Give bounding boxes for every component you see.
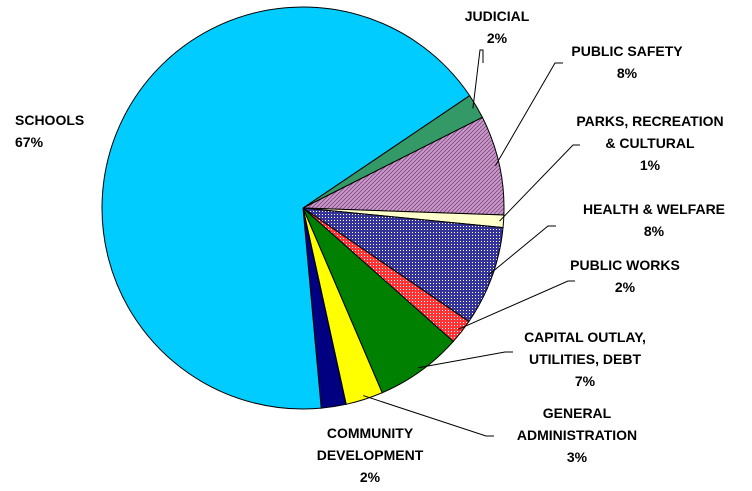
slice-label-judicial: JUDICIAL 2% xyxy=(465,8,530,46)
slice-label-parks-recreation: PARKS, RECREATION & CULTURAL 1% xyxy=(576,113,723,173)
leader-line-public-works xyxy=(458,280,575,330)
slice-label-public-works: PUBLIC WORKS 2% xyxy=(570,257,680,295)
leader-line-judicial xyxy=(472,49,484,109)
slice-label-schools: SCHOOLS 67% xyxy=(15,112,84,150)
leader-line-capital-outlay xyxy=(418,351,513,369)
slice-label-public-safety: PUBLIC SAFETY 8% xyxy=(571,43,683,81)
leader-line-public-safety xyxy=(494,62,563,166)
slice-label-general: GENERAL ADMINISTRATION 3% xyxy=(517,405,637,465)
pie-slice-public-safety xyxy=(302,116,505,216)
pie-slice-schools xyxy=(101,6,471,410)
pie-slice-health-welfare xyxy=(302,207,504,323)
slice-label-community: COMMUNITY DEVELOPMENT 2% xyxy=(317,425,424,485)
leader-line-parks-recreation xyxy=(499,144,580,222)
leader-line-general xyxy=(363,395,494,437)
leader-line-health-welfare xyxy=(487,225,556,276)
slice-label-capital-outlay: CAPITAL OUTLAY, UTILITIES, DEBT 7% xyxy=(524,329,646,389)
slice-label-health-welfare: HEALTH & WELFARE 8% xyxy=(583,201,725,239)
